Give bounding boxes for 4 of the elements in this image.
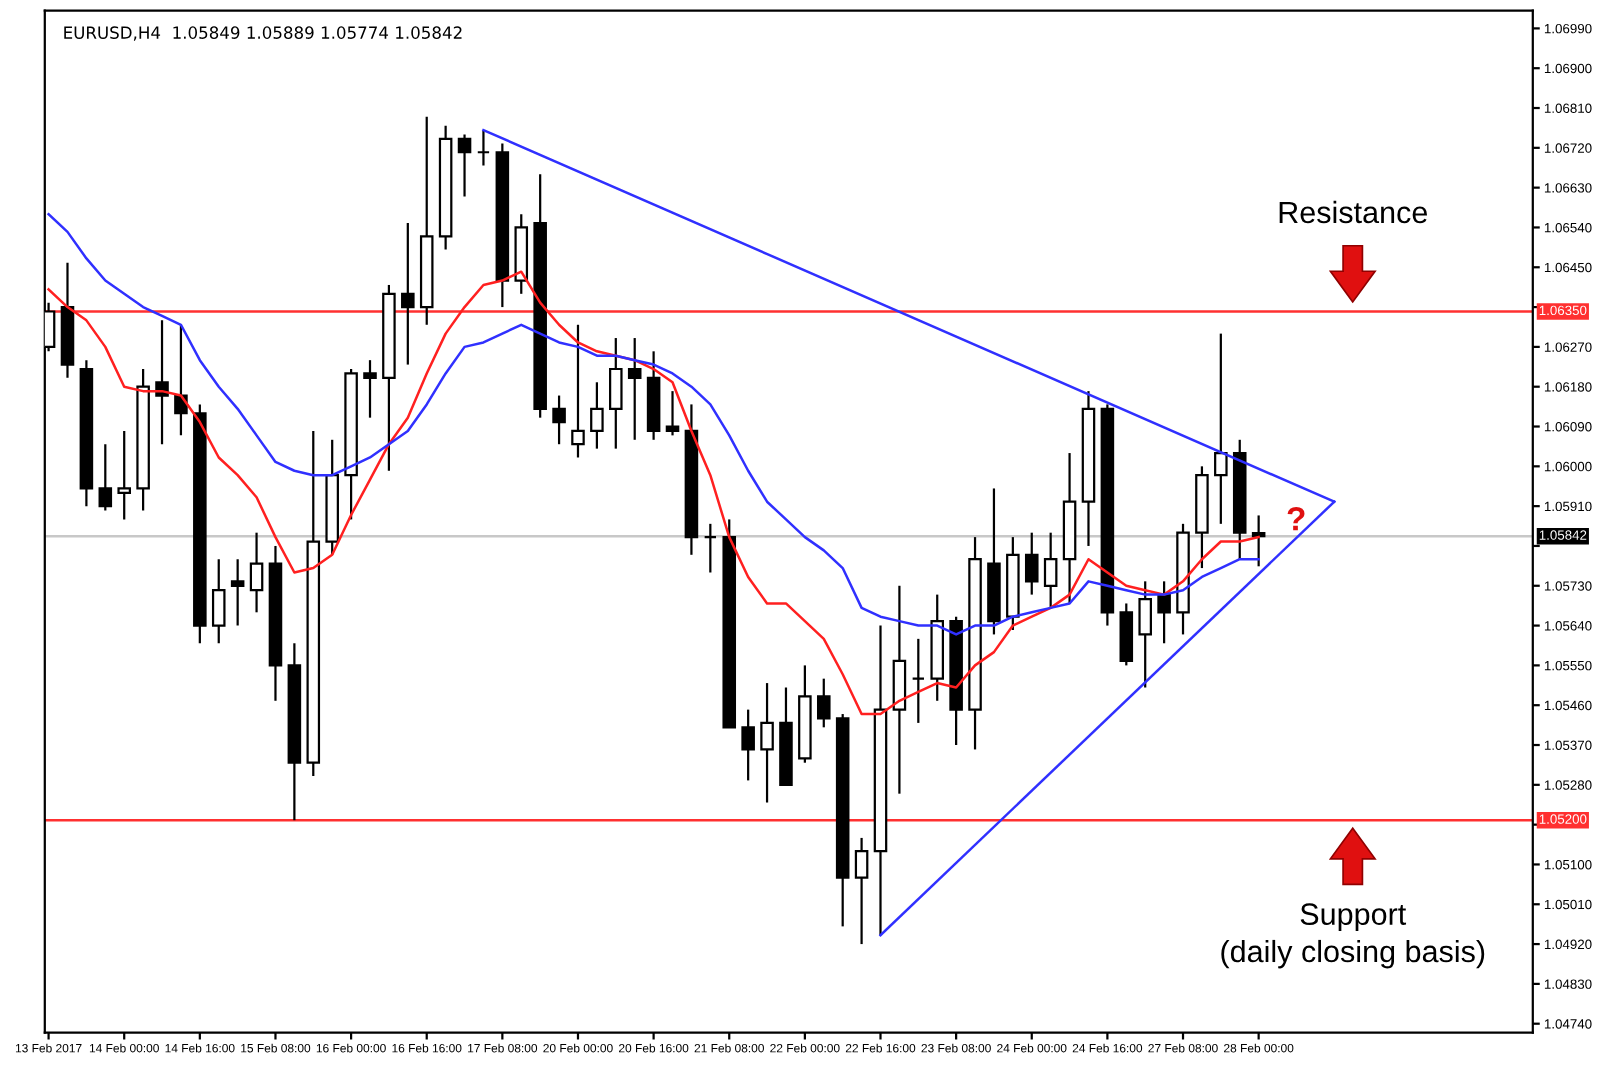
text: EURUSD,H4 1.05849 1.05889 1.05774 1.05842 [64,26,462,41]
annotation: Resistance [1279,200,1427,224]
annotation: Support (daily closing basis) [1221,903,1485,969]
annotation: ? [1287,506,1305,531]
